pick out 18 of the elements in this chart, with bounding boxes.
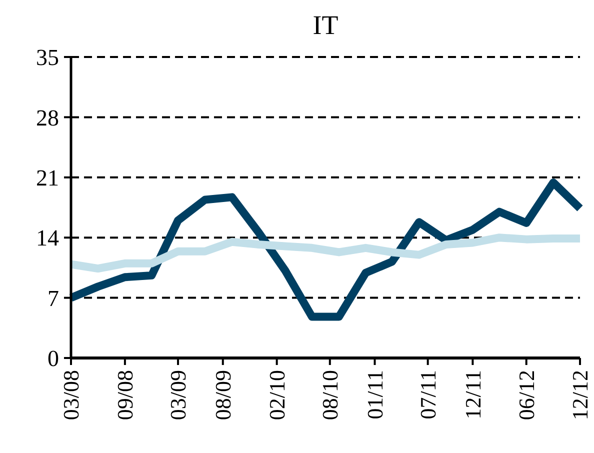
x-tick-label: 08/10: [318, 370, 343, 420]
chart-title: IT: [312, 10, 339, 40]
x-tick-label: 03/09: [166, 370, 191, 420]
y-tick-label: 21: [36, 165, 59, 190]
x-tick-label: 07/11: [416, 370, 441, 420]
y-tick-label: 0: [48, 346, 59, 372]
x-tick-label: 12/12: [568, 370, 593, 420]
x-tick-label: 03/08: [58, 370, 84, 420]
x-tick-label: 01/11: [362, 370, 388, 420]
x-tick-label: 02/10: [264, 370, 290, 420]
y-tick-label: 28: [36, 105, 59, 130]
x-tick-label: 06/12: [514, 370, 540, 420]
y-tick-label: 14: [36, 226, 60, 251]
y-tick-label: 35: [36, 45, 59, 70]
x-tick-label: 12/11: [460, 370, 486, 420]
y-tick-label: 7: [48, 286, 59, 311]
x-tick-label: 09/08: [112, 370, 138, 420]
x-tick-label: 08/09: [210, 370, 236, 420]
